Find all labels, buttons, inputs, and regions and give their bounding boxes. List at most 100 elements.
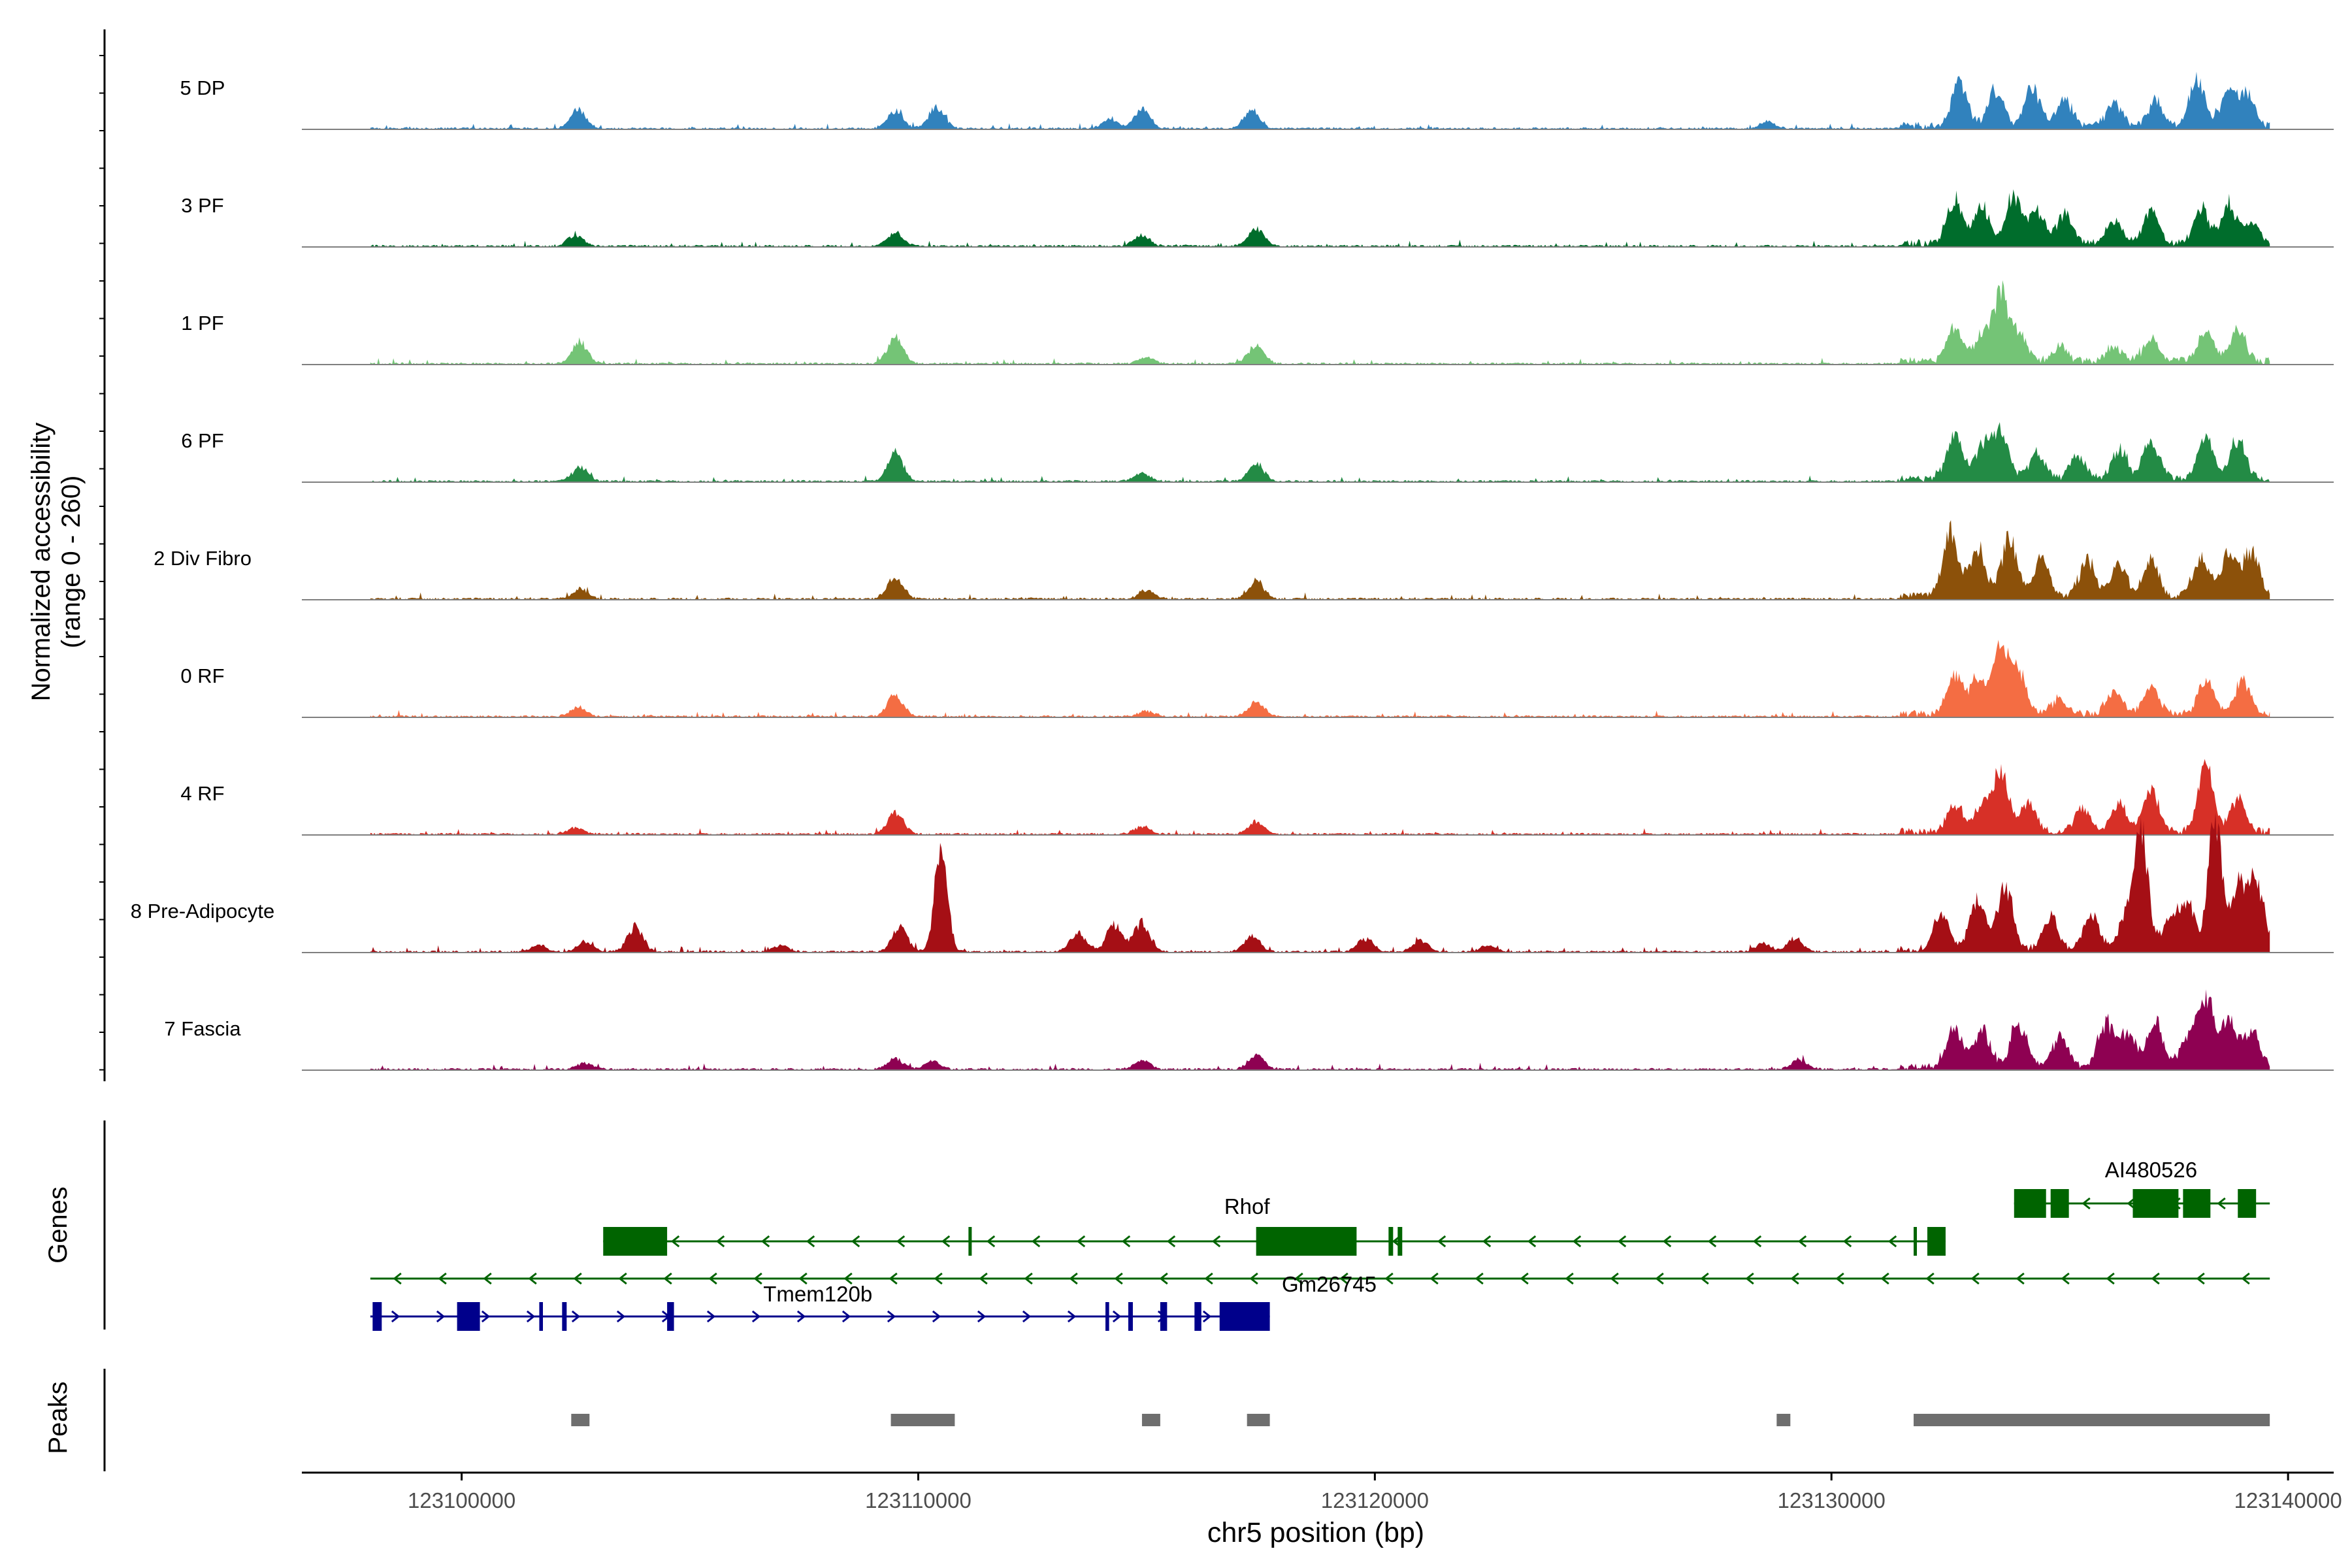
strand-arrow <box>1700 1272 1709 1285</box>
strand-arrow <box>2106 1272 2115 1285</box>
strand-arrow <box>1790 1272 1799 1285</box>
gene-label: AI480526 <box>2105 1158 2197 1182</box>
exon <box>1927 1227 1946 1256</box>
coverage-area <box>370 71 2270 129</box>
strand-arrow <box>1887 1235 1897 1248</box>
track-2-div-fibro: 2 Div Fibro <box>154 520 2334 600</box>
strand-arrow <box>618 1272 627 1285</box>
x-tick-label: 123130000 <box>1778 1488 1886 1512</box>
strand-arrow <box>1067 1310 1077 1323</box>
strand-arrow <box>1655 1272 1664 1285</box>
strand-arrow <box>1745 1272 1754 1285</box>
coverage-area <box>370 640 2270 717</box>
strand-arrow <box>1752 1235 1762 1248</box>
x-tick-label: 123140000 <box>2234 1488 2342 1512</box>
strand-arrow <box>1121 1235 1131 1248</box>
strand-arrow <box>932 1310 941 1323</box>
peak-region <box>1776 1414 1791 1426</box>
track-label: 0 RF <box>180 664 224 687</box>
coverage-area <box>370 422 2270 482</box>
exon <box>603 1227 668 1256</box>
strand-arrow <box>1294 1272 1303 1285</box>
strand-arrow <box>1076 1235 1086 1248</box>
strand-arrow <box>670 1235 680 1248</box>
strand-arrow <box>1031 1235 1041 1248</box>
strand-arrow <box>1211 1235 1221 1248</box>
strand-arrow <box>715 1235 725 1248</box>
exon <box>2050 1189 2069 1218</box>
accessibility-y-axis <box>99 29 106 1081</box>
track-7-fascia: 7 Fascia <box>164 989 2334 1071</box>
strand-arrow <box>753 1272 762 1285</box>
track-0-rf: 0 RF <box>180 640 2334 718</box>
gene-ai480526: AI480526 <box>2014 1158 2270 1218</box>
x-tick-label: 123120000 <box>1321 1488 1429 1512</box>
strand-arrow <box>986 1235 996 1248</box>
strand-arrow <box>1112 1310 1122 1323</box>
exon <box>1194 1302 1201 1331</box>
gene-tmem120b: Tmem120b <box>370 1282 1270 1331</box>
peak-region <box>1141 1414 1160 1426</box>
track-label: 1 PF <box>181 312 223 335</box>
strand-arrow <box>2082 1197 2091 1210</box>
strand-arrow <box>977 1310 987 1323</box>
strand-arrow <box>1202 1310 1212 1323</box>
strand-arrow <box>2061 1272 2070 1285</box>
track-6-pf: 6 PF <box>181 422 2334 483</box>
strand-arrow <box>760 1235 770 1248</box>
strand-arrow <box>1527 1235 1537 1248</box>
track-label: 6 PF <box>181 429 223 452</box>
coverage-tracks: 5 DP 3 PF 1 PF 6 PF 2 Div Fibro 0 RF 4 RF 8 Pre… <box>131 71 2334 1071</box>
coverage-area <box>370 812 2270 953</box>
strand-arrow <box>663 1272 672 1285</box>
strand-arrow <box>1707 1235 1717 1248</box>
strand-arrow <box>1797 1235 1807 1248</box>
strand-arrow <box>806 1235 815 1248</box>
track-label: 3 PF <box>181 194 223 217</box>
strand-arrow <box>616 1310 626 1323</box>
peak-region <box>1914 1414 2270 1426</box>
gene-rhof: Rhof <box>603 1194 1946 1256</box>
exon <box>539 1302 544 1331</box>
exon <box>1160 1302 1168 1331</box>
exon <box>1388 1227 1394 1256</box>
exon <box>2132 1189 2179 1218</box>
track-label: 7 Fascia <box>164 1017 241 1040</box>
strand-arrow <box>573 1272 582 1285</box>
strand-arrow <box>887 1310 896 1323</box>
exon <box>1914 1227 1918 1256</box>
track-1-pf: 1 PF <box>181 280 2334 365</box>
strand-arrow <box>1429 1272 1439 1285</box>
exon <box>2238 1189 2257 1218</box>
strand-arrow <box>1842 1235 1852 1248</box>
strand-arrow <box>1970 1272 1980 1285</box>
gene-label: Tmem120b <box>763 1282 872 1306</box>
strand-arrow <box>798 1272 808 1285</box>
strand-arrow <box>1610 1272 1619 1285</box>
strand-arrow <box>1662 1235 1672 1248</box>
strand-arrow <box>1249 1272 1258 1285</box>
strand-arrow <box>481 1310 491 1323</box>
coverage-area <box>370 189 2270 247</box>
strand-arrow <box>526 1310 536 1323</box>
strand-arrow <box>436 1310 446 1323</box>
exon <box>1397 1227 1403 1256</box>
track-label: 8 Pre-Adipocyte <box>131 900 275 923</box>
strand-arrow <box>2016 1272 2025 1285</box>
strand-arrow <box>706 1310 716 1323</box>
strand-arrow <box>1159 1272 1168 1285</box>
position-x-axis: 123100000 123110000 123120000 123130000 1231… <box>302 1471 2342 1512</box>
strand-arrow <box>751 1310 761 1323</box>
strand-arrow <box>2196 1272 2205 1285</box>
strand-arrow <box>1565 1272 1574 1285</box>
genes-panel-label: Genes <box>44 1186 73 1264</box>
peaks-panel-label: Peaks <box>44 1381 73 1454</box>
track-label: 5 DP <box>180 76 225 99</box>
strand-arrow <box>1835 1272 1844 1285</box>
coverage-area <box>370 989 2270 1070</box>
strand-arrow <box>483 1272 492 1285</box>
strand-arrow <box>941 1235 951 1248</box>
coverage-area <box>370 520 2270 600</box>
strand-arrow <box>796 1310 806 1323</box>
coverage-area <box>370 280 2270 365</box>
